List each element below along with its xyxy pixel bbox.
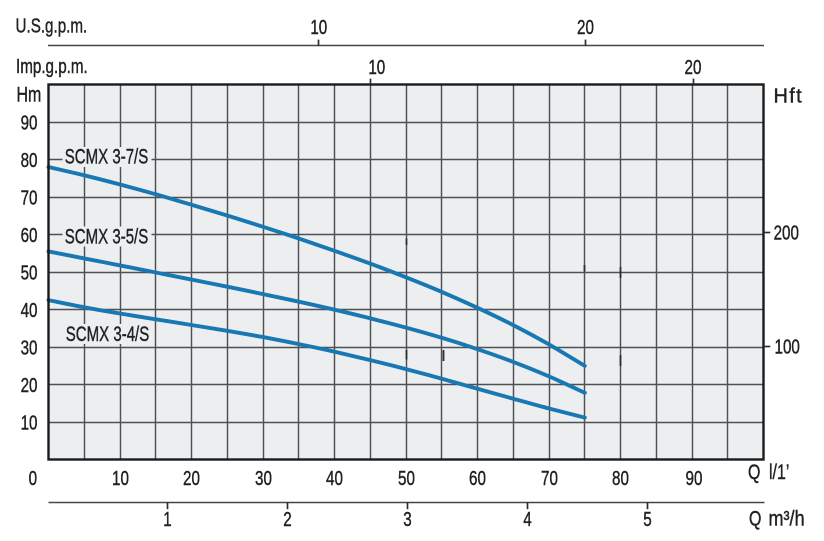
svg-text:U.S.g.p.m.: U.S.g.p.m. [16,14,88,37]
svg-text:50: 50 [21,261,38,284]
svg-text:20: 20 [183,467,200,490]
svg-text:200: 200 [774,221,799,244]
svg-text:60: 60 [21,224,38,247]
svg-text:50: 50 [398,467,415,490]
svg-text:4: 4 [523,508,532,531]
svg-text:70: 70 [21,186,38,209]
svg-text:l/1’: l/1’ [769,460,789,484]
svg-text:Q: Q [748,460,760,484]
svg-text:30: 30 [21,336,38,359]
svg-text:2: 2 [283,508,291,531]
svg-text:3: 3 [403,508,412,531]
svg-text:30: 30 [255,467,272,490]
svg-text:5: 5 [643,508,652,531]
svg-text:70: 70 [541,467,558,490]
svg-text:SCMX 3-4/S: SCMX 3-4/S [66,321,149,345]
svg-text:20: 20 [577,16,594,39]
svg-text:60: 60 [469,467,486,490]
svg-text:10: 10 [310,16,327,39]
svg-text:Hm: Hm [17,82,42,106]
svg-text:m³/h: m³/h [769,507,805,531]
svg-text:20: 20 [685,56,702,79]
svg-text:0: 0 [29,467,38,490]
svg-text:SCMX 3-7/S: SCMX 3-7/S [65,144,148,168]
svg-text:SCMX 3-5/S: SCMX 3-5/S [65,224,148,248]
svg-text:Q: Q [749,506,761,530]
svg-text:90: 90 [21,111,38,134]
svg-text:10: 10 [21,411,38,434]
svg-text:10: 10 [368,56,385,79]
svg-text:90: 90 [686,467,703,490]
svg-text:20: 20 [21,374,38,397]
svg-text:40: 40 [21,299,38,322]
svg-text:Imp.g.p.m.: Imp.g.p.m. [16,55,88,78]
svg-text:80: 80 [21,149,38,172]
svg-text:Hft: Hft [774,86,803,108]
svg-text:1: 1 [163,508,171,531]
svg-text:80: 80 [612,467,629,490]
svg-text:10: 10 [112,467,129,490]
svg-text:40: 40 [326,467,343,490]
svg-text:100: 100 [775,335,800,358]
